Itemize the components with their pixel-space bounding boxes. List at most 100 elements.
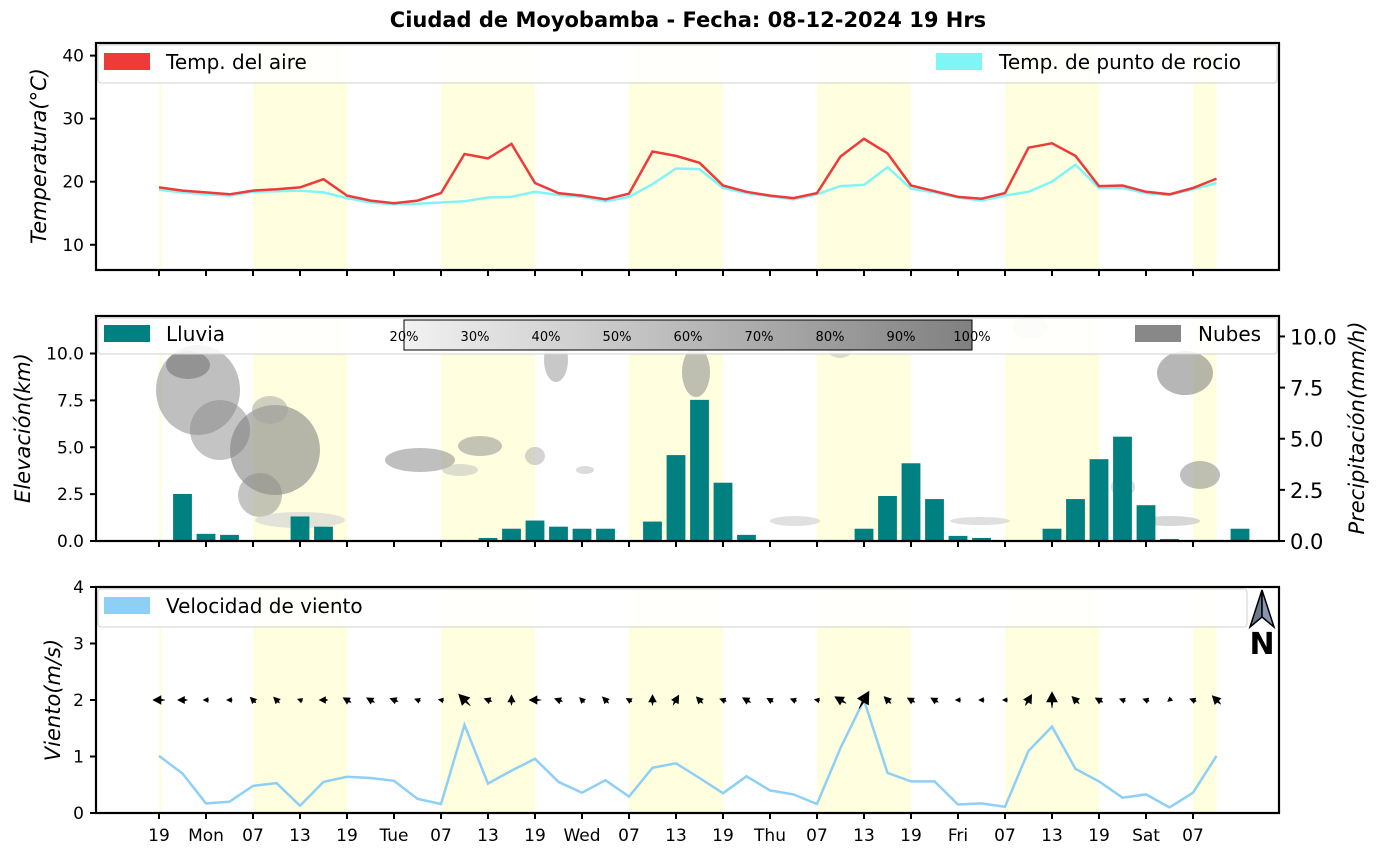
wind-x-ticks: 19 Mon 07 13 19 Tue 07 13 19 Wed 07 13 19 Thu 07 13 19 Fr…	[148, 813, 1204, 846]
y-tick-label: 10.0	[46, 345, 84, 365]
temperature-y-axis-label: Temperatura(°C)	[27, 68, 51, 244]
x-tick-label: 13	[853, 826, 875, 846]
rain-bar	[1089, 459, 1109, 541]
wind-arrow	[483, 697, 493, 705]
wind-arrow	[741, 697, 752, 705]
wind-arrow	[1023, 693, 1033, 706]
rain-bar	[1113, 436, 1132, 541]
rain-bar	[1042, 528, 1062, 541]
x-tick-label: 13	[477, 826, 499, 846]
wind-direction-arrows	[152, 690, 1222, 709]
wind-arrow	[1167, 696, 1174, 702]
rain-bar	[972, 537, 991, 541]
wind-arrow	[507, 694, 516, 706]
legend-box	[97, 588, 1248, 628]
x-tick-label: 07	[994, 826, 1016, 846]
y-tick-label: 0.0	[1290, 530, 1323, 554]
x-tick-label: 13	[289, 826, 311, 846]
rain-bar	[737, 534, 756, 541]
y-tick-label: 30	[62, 110, 84, 130]
wind-arrow	[318, 696, 329, 704]
wind-arrow	[389, 697, 399, 705]
temperature-y-ticks: 10 20 30 40	[62, 47, 96, 256]
temperature-plot	[158, 137, 1217, 206]
legend-box	[97, 44, 1278, 84]
y-tick-label: 10.0	[1290, 325, 1337, 349]
wind-arrow	[695, 696, 704, 705]
wind-arrow	[226, 697, 233, 703]
wind-panel: 0 1 2 3 4 19 Mon 07 13 19 Tue 07 13 19 Wed 07 13 19 Thu 07…	[41, 578, 1281, 846]
wind-arrow	[978, 697, 985, 703]
x-tick-label: 19	[1088, 826, 1110, 846]
rain-bar	[220, 534, 239, 541]
x-tick-label: 13	[1041, 826, 1063, 846]
x-tick-label: Wed	[563, 826, 600, 846]
wind-arrow	[930, 697, 939, 705]
y-tick-label: 2	[73, 691, 84, 711]
wind-arrow	[249, 696, 258, 705]
legend-swatch-rain	[104, 325, 150, 342]
colorbar-label: 100%	[953, 330, 990, 345]
temperature-frame	[94, 41, 1281, 272]
rain-bars	[173, 399, 1250, 541]
wind-arrow	[342, 697, 352, 705]
legend-swatch-wind-speed	[104, 597, 150, 614]
rain-bar	[549, 526, 568, 541]
wind-arrow	[579, 697, 586, 704]
rain-bar	[854, 528, 874, 541]
x-tick-label: 19	[148, 826, 170, 846]
colorbar-label: 80%	[816, 330, 845, 345]
wind-arrow	[1118, 697, 1126, 704]
x-tick-label: Thu	[753, 826, 786, 846]
wind-arrow	[296, 698, 304, 704]
cloud-colorbar: 20% 30% 40% 50% 60% 70% 80% 90% 100%	[390, 319, 991, 351]
precipitation-y-ticks: 0.0 2.5 5.0 7.5 10.0	[1279, 325, 1337, 554]
x-tick-label: Sat	[1132, 826, 1160, 846]
colorbar-gradient-rect	[403, 319, 973, 351]
wind-arrow	[789, 697, 798, 704]
rain-bar	[925, 499, 944, 541]
wind-arrow	[177, 696, 189, 704]
wind-arrow	[1211, 695, 1222, 705]
wind-arrow	[625, 698, 633, 704]
wind-arrow	[856, 690, 870, 709]
rain-bar	[572, 528, 592, 541]
daytime-band	[159, 43, 162, 270]
rain-bar	[596, 528, 615, 541]
rain-bar	[948, 535, 968, 541]
wind-arrow	[553, 697, 564, 705]
wind-arrow	[813, 697, 820, 704]
y-tick-label: 7.5	[1290, 377, 1323, 401]
rain-bar	[525, 520, 545, 541]
y-tick-label: 20	[62, 173, 84, 193]
wind-arrow	[906, 697, 916, 705]
temperature-x-ticks	[158, 270, 1194, 276]
x-tick-label: 19	[712, 826, 734, 846]
rain-bar	[690, 399, 709, 541]
wind-arrow	[202, 697, 210, 703]
wind-arrow	[601, 696, 610, 705]
legend-swatch-dew-point	[936, 53, 982, 70]
x-tick-label: Tue	[378, 826, 408, 846]
north-arrow-icon: N	[1248, 589, 1276, 662]
rain-bar	[666, 455, 686, 541]
wind-arrow	[458, 693, 471, 707]
wind-arrow	[883, 696, 892, 705]
colorbar-label: 90%	[887, 330, 916, 345]
wind-arrow	[766, 697, 774, 705]
air-temperature-line	[158, 137, 1217, 205]
y-tick-label: 5.0	[1290, 428, 1323, 452]
wind-arrow	[152, 695, 166, 705]
x-tick-label: 07	[430, 826, 452, 846]
wind-arrow	[1046, 691, 1058, 709]
rain-bar	[196, 533, 216, 541]
colorbar-label: 40%	[532, 330, 561, 345]
chart-title: Ciudad de Moyobamba - Fecha: 08-12-2024 …	[390, 8, 986, 32]
y-tick-label: 2.5	[57, 485, 84, 505]
wind-arrow	[648, 694, 657, 707]
wind-legend: Velocidad de viento	[97, 588, 1248, 628]
colorbar-label: 60%	[674, 330, 703, 345]
x-tick-label: 19	[524, 826, 546, 846]
legend-swatch-clouds	[1135, 325, 1181, 342]
